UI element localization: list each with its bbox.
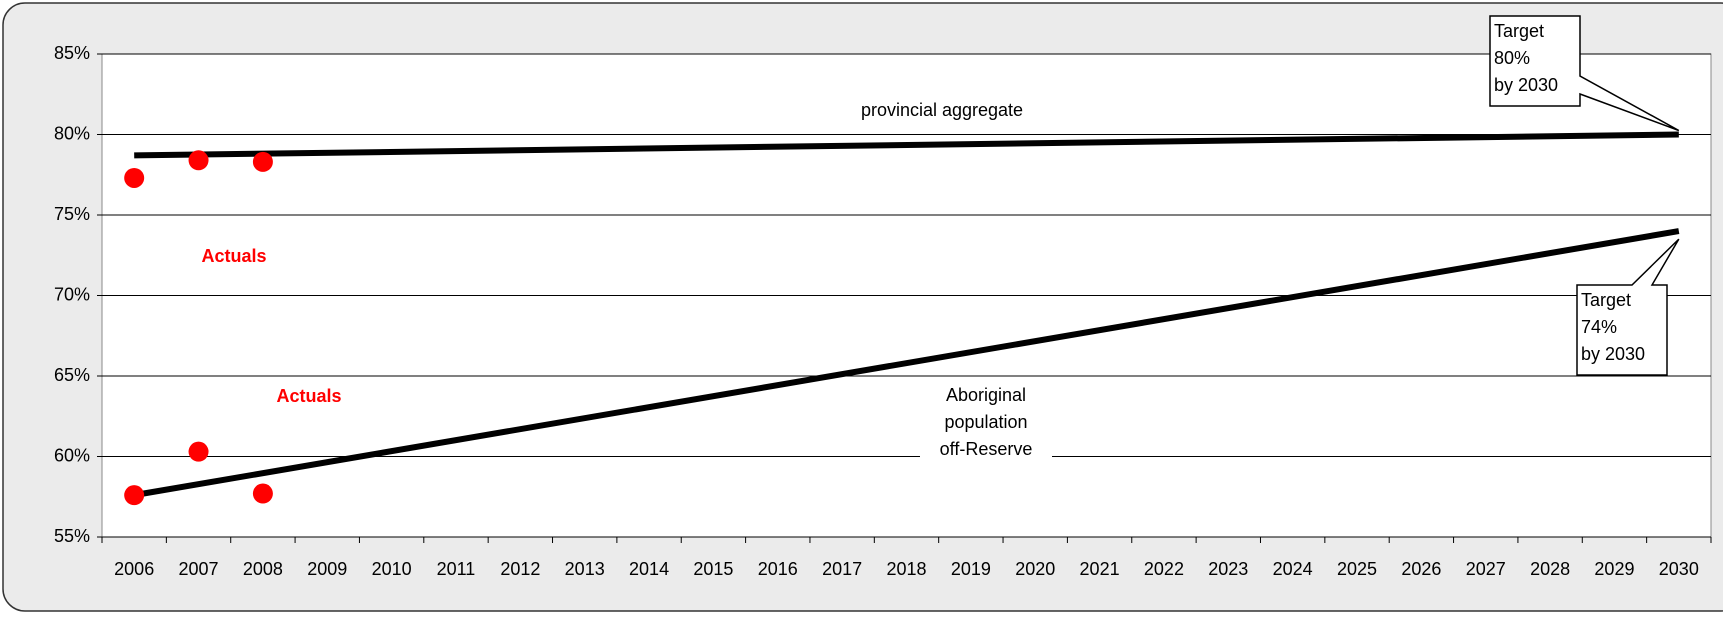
x-tick-label: 2018 [886,559,926,579]
x-tick-label: 2013 [565,559,605,579]
data-point [124,167,145,188]
x-tick-label: 2027 [1466,559,1506,579]
y-tick-label: 60% [54,445,90,465]
x-tick-label: 2030 [1659,559,1699,579]
annotation: provincial aggregate [861,100,1023,120]
callout-label: 80% [1494,48,1530,68]
x-tick-label: 2008 [243,559,283,579]
data-point [124,485,145,506]
callout-label: by 2030 [1494,75,1558,95]
callout-label: Target [1494,21,1544,41]
x-tick-label: 2023 [1208,559,1248,579]
y-tick-label: 85% [54,43,90,63]
y-tick-label: 80% [54,123,90,143]
x-tick-label: 2019 [951,559,991,579]
x-tick-label: 2022 [1144,559,1184,579]
annotation: Aboriginal [946,385,1026,405]
x-tick-label: 2024 [1273,559,1313,579]
callout-label: 74% [1581,317,1617,337]
x-tick-label: 2012 [500,559,540,579]
callout-box [1489,15,1680,132]
data-point [252,151,273,172]
annotation: Actuals [276,386,341,406]
label-background [920,383,1052,467]
data-point [188,150,209,171]
trend-line [133,228,1680,499]
callout-box [1576,238,1680,376]
x-tick-label: 2010 [372,559,412,579]
y-tick-label: 70% [54,284,90,304]
x-tick-label: 2016 [758,559,798,579]
x-tick-label: 2025 [1337,559,1377,579]
x-tick-label: 2028 [1530,559,1570,579]
x-tick-label: 2009 [307,559,347,579]
annotation: off-Reserve [940,439,1033,459]
x-tick-label: 2015 [693,559,733,579]
x-tick-label: 2014 [629,559,669,579]
data-point [188,441,209,462]
callout-label: Target [1581,290,1631,310]
y-tick-label: 65% [54,365,90,385]
x-tick-label: 2021 [1080,559,1120,579]
callout-label: by 2030 [1581,344,1645,364]
x-tick-label: 2026 [1401,559,1441,579]
x-tick-label: 2029 [1594,559,1634,579]
x-tick-label: 2020 [1015,559,1055,579]
annotation: population [944,412,1027,432]
x-tick-label: 2006 [114,559,154,579]
x-tick-label: 2011 [437,559,476,579]
x-tick-label: 2017 [822,559,862,579]
trend-line [134,131,1679,159]
y-tick-label: 55% [54,526,90,546]
data-point [252,483,273,504]
x-tick-label: 2007 [179,559,219,579]
y-tick-label: 75% [54,204,90,224]
annotation: Actuals [201,246,266,266]
